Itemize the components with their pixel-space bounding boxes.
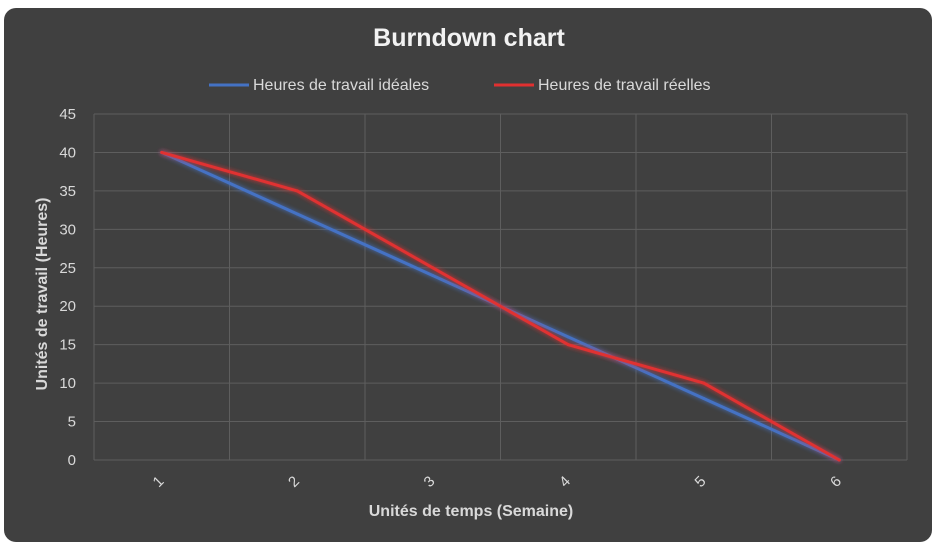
y-tick-label: 30: [59, 221, 76, 238]
y-axis-title: Unités de travail (Heures): [34, 198, 51, 391]
legend-label: Heures de travail idéales: [253, 77, 429, 94]
chart-title: Burndown chart: [373, 24, 565, 52]
x-tick-label: 2: [285, 473, 303, 491]
x-tick-label: 4: [556, 473, 574, 491]
data-point: [837, 458, 841, 462]
y-tick-label: 5: [68, 414, 76, 431]
data-point: [295, 212, 299, 216]
y-tick-label: 35: [59, 183, 76, 200]
data-point: [431, 273, 435, 277]
x-tick-label: 1: [150, 473, 168, 491]
y-tick-label: 0: [68, 452, 76, 469]
burndown-chart: Burndown chart Heures de travail idéales…: [34, 24, 908, 520]
series-line-actual: [160, 150, 841, 462]
x-axis-ticks: 1 2 3 4 5 6: [150, 473, 845, 491]
chart-panel: Burndown chart Heures de travail idéales…: [4, 8, 932, 542]
data-point: [566, 335, 570, 339]
y-tick-label: 40: [59, 144, 76, 161]
x-tick-label: 3: [421, 473, 439, 491]
legend-label: Heures de travail réelles: [538, 77, 711, 94]
x-tick-label: 6: [827, 473, 845, 491]
y-tick-label: 45: [59, 106, 76, 123]
x-tick-label: 5: [692, 473, 710, 491]
y-tick-label: 20: [59, 298, 76, 315]
y-tick-label: 25: [59, 260, 76, 277]
data-point: [295, 189, 299, 193]
data-point: [702, 396, 706, 400]
series-lines: [160, 150, 841, 462]
y-tick-label: 15: [59, 337, 76, 354]
legend: Heures de travail idéales Heures de trava…: [209, 77, 711, 94]
x-axis-title: Unités de temps (Semaine): [369, 503, 574, 520]
gridlines: [93, 113, 908, 461]
data-point: [566, 343, 570, 347]
data-point: [431, 266, 435, 270]
y-tick-label: 10: [59, 375, 76, 392]
data-point: [160, 150, 164, 154]
data-point: [702, 381, 706, 385]
y-axis-ticks: 0 5 10 15 20 25 30 35 40 45: [59, 106, 76, 469]
